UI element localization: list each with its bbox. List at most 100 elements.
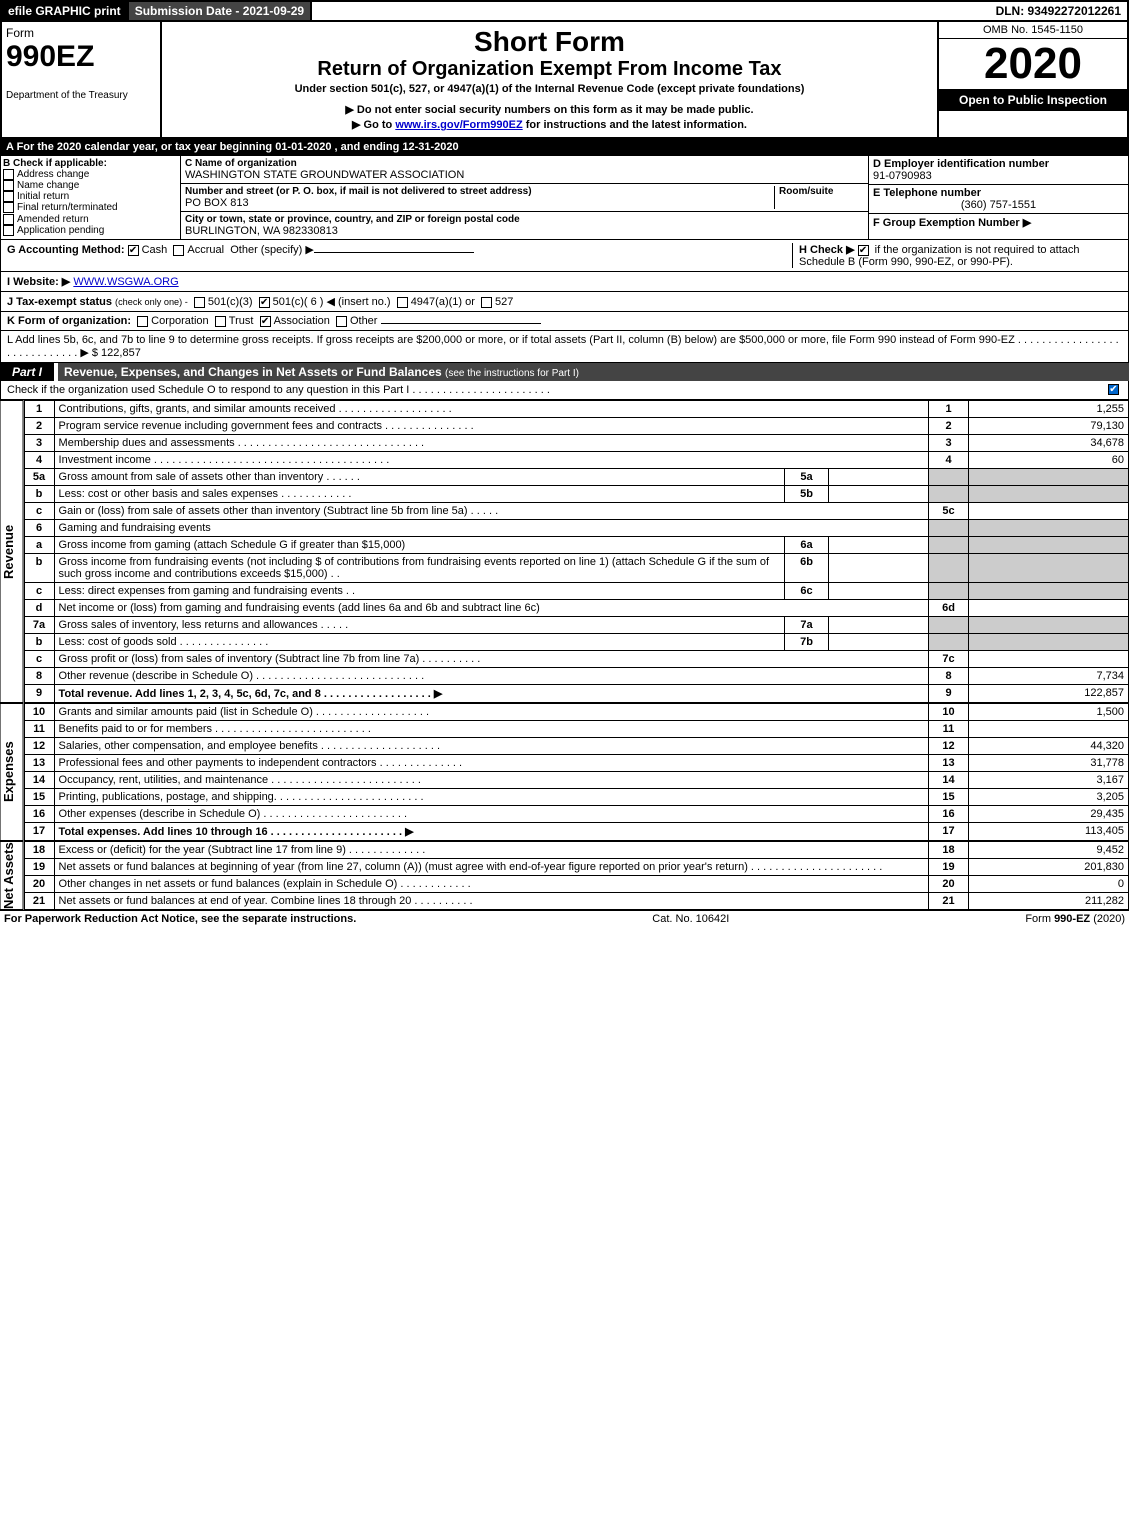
net-assets-section: Net Assets 18Excess or (deficit) for the… [0,841,1129,910]
box-c: C Name of organization WASHINGTON STATE … [181,156,868,239]
ein-label: D Employer identification number [873,158,1124,170]
check-amended-return[interactable]: Amended return [3,214,178,225]
check-schedule-b[interactable]: ✔ [858,245,869,256]
other-specify-field[interactable] [314,252,474,253]
dln-label: DLN: 93492272012261 [990,2,1127,20]
org-name-value: WASHINGTON STATE GROUNDWATER ASSOCIATION [185,169,864,181]
other-org-field[interactable] [381,323,541,324]
open-to-public: Open to Public Inspection [939,89,1127,111]
l-value: 122,857 [101,347,141,359]
box-def: D Employer identification number 91-0790… [868,156,1128,239]
ssn-warning: ▶ Do not enter social security numbers o… [170,103,929,116]
irs-link[interactable]: www.irs.gov/Form990EZ [395,119,522,131]
line-5a: 5aGross amount from sale of assets other… [24,469,1128,486]
box-d: D Employer identification number 91-0790… [869,156,1128,185]
box-f: F Group Exemption Number ▶ [869,214,1128,231]
department-label: Department of the Treasury [6,90,156,101]
h-label: H Check ▶ [799,244,855,256]
goto-prefix: ▶ Go to [352,119,395,131]
top-bar-filler [312,2,989,20]
box-e: E Telephone number (360) 757-1551 [869,185,1128,214]
check-trust[interactable] [215,316,226,327]
line-14: 14Occupancy, rent, utilities, and mainte… [24,772,1128,789]
line-6a: aGross income from gaming (attach Schedu… [24,537,1128,554]
line-6b: bGross income from fundraising events (n… [24,554,1128,583]
line-6: 6Gaming and fundraising events [24,520,1128,537]
box-g: G Accounting Method: ✔Cash Accrual Other… [7,243,792,268]
expenses-section: Expenses 10Grants and similar amounts pa… [0,703,1129,841]
check-other-org[interactable] [336,316,347,327]
header-right: OMB No. 1545-1150 2020 Open to Public In… [937,22,1127,137]
row-gh: G Accounting Method: ✔Cash Accrual Other… [0,240,1129,272]
line-20: 20Other changes in net assets or fund ba… [24,876,1128,893]
city-cell: City or town, state or province, country… [181,212,868,239]
submission-date: Submission Date - 2021-09-29 [127,2,312,20]
check-accrual[interactable] [173,245,184,256]
check-corporation[interactable] [137,316,148,327]
check-4947[interactable] [397,297,408,308]
line-21: 21Net assets or fund balances at end of … [24,893,1128,910]
address-label: Number and street (or P. O. box, if mail… [185,186,774,197]
line-16: 16Other expenses (describe in Schedule O… [24,806,1128,823]
line-10: 10Grants and similar amounts paid (list … [24,704,1128,721]
line-7a: 7aGross sales of inventory, less returns… [24,617,1128,634]
part1-tab: Part I [0,363,58,381]
expenses-side-label: Expenses [0,703,24,841]
line-5b: bLess: cost or other basis and sales exp… [24,486,1128,503]
top-bar: efile GRAPHIC print Submission Date - 20… [0,0,1129,22]
line-18: 18Excess or (deficit) for the year (Subt… [24,842,1128,859]
row-l: L Add lines 5b, 6c, and 7b to line 9 to … [0,331,1129,363]
box-h: H Check ▶ ✔ if the organization is not r… [792,243,1122,268]
net-assets-side-label: Net Assets [0,841,24,910]
goto-suffix: for instructions and the latest informat… [526,119,747,131]
part1-check-text: Check if the organization used Schedule … [7,384,550,396]
efile-label: efile GRAPHIC print [2,2,127,20]
check-association[interactable]: ✔ [260,316,271,327]
city-label: City or town, state or province, country… [185,214,864,225]
address-cell: Number and street (or P. O. box, if mail… [181,184,868,212]
check-final-return[interactable]: Final return/terminated [3,202,178,213]
website-link[interactable]: WWW.WSGWA.ORG [73,276,178,288]
line-1: 1Contributions, gifts, grants, and simil… [24,401,1128,418]
return-subtitle: Return of Organization Exempt From Incom… [170,58,929,81]
check-527[interactable] [481,297,492,308]
check-application-pending[interactable]: Application pending [3,225,178,236]
header-left: Form 990EZ Department of the Treasury [2,22,162,137]
line-15: 15Printing, publications, postage, and s… [24,789,1128,806]
check-name-change[interactable]: Name change [3,180,178,191]
line-6c: cLess: direct expenses from gaming and f… [24,583,1128,600]
under-section-text: Under section 501(c), 527, or 4947(a)(1)… [170,83,929,95]
check-initial-return[interactable]: Initial return [3,191,178,202]
check-schedule-o[interactable]: ✔ [1108,384,1119,395]
expenses-table: 10Grants and similar amounts paid (list … [24,703,1129,841]
box-b-label: B Check if applicable: [3,158,178,169]
l-text: L Add lines 5b, 6c, and 7b to line 9 to … [7,334,1119,359]
revenue-section: Revenue 1Contributions, gifts, grants, a… [0,400,1129,703]
header-center: Short Form Return of Organization Exempt… [162,22,937,137]
page-footer: For Paperwork Reduction Act Notice, see … [0,910,1129,927]
phone-value: (360) 757-1551 [873,199,1124,211]
row-i: I Website: ▶ WWW.WSGWA.ORG [0,272,1129,292]
footer-cat-no: Cat. No. 10642I [652,913,729,925]
revenue-side-label: Revenue [0,400,24,703]
check-501c3[interactable] [194,297,205,308]
j-label: J Tax-exempt status [7,296,112,308]
address-value: PO BOX 813 [185,197,774,209]
check-address-change[interactable]: Address change [3,169,178,180]
line-5c: cGain or (loss) from sale of assets othe… [24,503,1128,520]
check-501c[interactable]: ✔ [259,297,270,308]
form-header: Form 990EZ Department of the Treasury Sh… [0,22,1129,139]
line-7b: bLess: cost of goods sold . . . . . . . … [24,634,1128,651]
omb-number: OMB No. 1545-1150 [939,22,1127,39]
line-3: 3Membership dues and assessments . . . .… [24,435,1128,452]
part1-check-row: Check if the organization used Schedule … [0,381,1129,400]
org-name-label: C Name of organization [185,158,864,169]
check-cash[interactable]: ✔ [128,245,139,256]
k-label: K Form of organization: [7,315,131,327]
group-exemption-label: F Group Exemption Number ▶ [873,217,1031,229]
line-11: 11Benefits paid to or for members . . . … [24,721,1128,738]
part1-header: Part I Revenue, Expenses, and Changes in… [0,363,1129,381]
form-label: Form [6,26,156,40]
j-small: (check only one) - [115,297,188,307]
line-12: 12Salaries, other compensation, and empl… [24,738,1128,755]
